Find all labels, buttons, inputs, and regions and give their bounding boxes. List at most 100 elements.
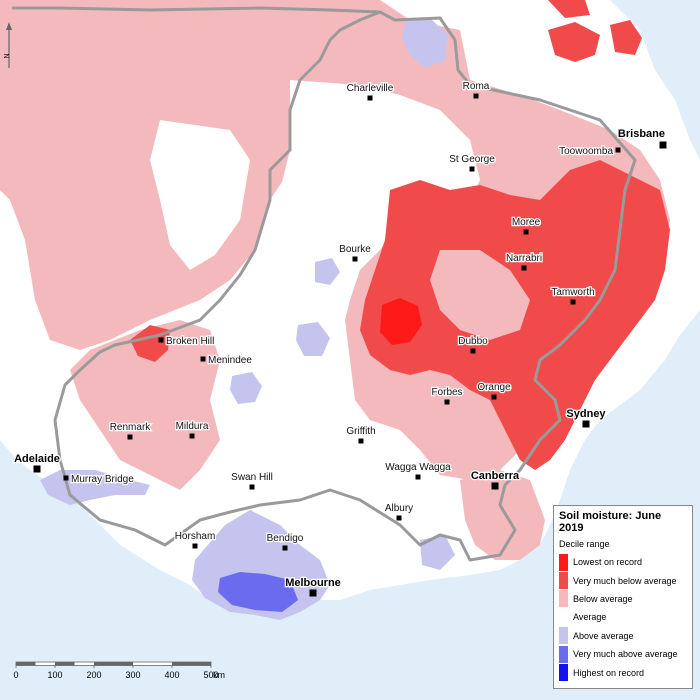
place-markers: Charleville Roma Brisbane Toowoomba St Georg… [13, 80, 667, 597]
legend-item: Average [559, 608, 687, 626]
scale-tick-label: 0 [13, 670, 18, 680]
region-very-much-below-qld-ne [548, 22, 600, 62]
region-below-average-nsw [70, 320, 220, 490]
place-label-dubbo: Dubbo [458, 336, 488, 347]
region-above-average-blob1 [230, 372, 262, 404]
place-label-tamworth: Tamworth [551, 287, 594, 298]
place-marker-adelaide [33, 465, 41, 473]
state-border [12, 6, 637, 562]
place-marker-orange [491, 394, 497, 400]
place-label-brisbane: Brisbane [618, 128, 665, 140]
place-marker-albury [396, 515, 402, 521]
place-marker-griffith [358, 438, 364, 444]
place-label-sydney: Sydney [566, 408, 606, 420]
legend-title: Soil moisture: June 2019 [559, 510, 662, 534]
place-marker-sydney [582, 420, 590, 428]
place-label-roma: Roma [463, 81, 490, 92]
land-peninsula [0, 330, 35, 400]
place-label-narrabri: Narrabri [506, 253, 542, 264]
place-label-bendigo: Bendigo [267, 533, 304, 544]
legend-swatch [559, 590, 568, 608]
place-marker-roma [473, 93, 479, 99]
legend-label: Below average [573, 593, 633, 604]
place-label-forbes: Forbes [431, 387, 462, 398]
legend-item: Lowest on record [559, 553, 687, 571]
place-label-melbourne: Melbourne [285, 577, 341, 589]
place-marker-bendigo [282, 545, 288, 551]
place-marker-tamworth [570, 299, 576, 305]
region-below-average-se [460, 470, 545, 560]
scale-tick-label: 400 [164, 670, 179, 680]
place-label-st-george: St George [449, 154, 495, 165]
place-marker-narrabri [521, 265, 527, 271]
place-label-broken-hill: Broken Hill [166, 336, 214, 347]
legend-swatch [559, 608, 568, 626]
place-marker-wagga-wagga [415, 474, 421, 480]
legend-label: Lowest on record [573, 557, 643, 568]
place-marker-renmark [127, 434, 133, 440]
legend-item: Below average [559, 590, 687, 608]
place-label-mildura: Mildura [176, 421, 209, 432]
legend-label: Above average [573, 630, 634, 641]
place-marker-horsham [192, 543, 198, 549]
place-marker-dubbo [470, 348, 476, 354]
place-marker-bourke [352, 256, 358, 262]
place-marker-swan-hill [249, 484, 255, 490]
region-above-average-blob2 [296, 322, 330, 356]
place-label-orange: Orange [477, 382, 511, 393]
region-above-average-blob4 [420, 535, 455, 570]
place-label-moree: Moree [512, 217, 541, 228]
place-label-canberra: Canberra [471, 470, 520, 482]
scale-tick-label: 200 [86, 670, 101, 680]
place-marker-menindee [200, 356, 206, 362]
legend-label: Average [573, 612, 607, 623]
legend-label: Very much above average [573, 649, 678, 660]
region-very-much-below-qld-e [548, 0, 590, 18]
region-above-average-blob3 [315, 258, 340, 285]
legend-subtitle: Decile range [559, 539, 610, 549]
place-marker-melbourne [309, 589, 317, 597]
legend-label: Highest on record [573, 667, 645, 678]
region-lowest-on-record [380, 298, 422, 345]
legend-item: Very much below average [559, 571, 687, 590]
place-marker-moree [523, 229, 529, 235]
place-label-bourke: Bourke [339, 244, 371, 255]
legend-item: Very much above average [559, 645, 687, 663]
place-label-adelaide: Adelaide [14, 453, 60, 465]
legend-swatch [559, 572, 568, 590]
place-label-toowoomba: Toowoomba [559, 146, 613, 157]
scale-tick-label: 300 [125, 670, 140, 680]
place-marker-mildura [189, 433, 195, 439]
north-arrow-icon: N [4, 22, 12, 68]
place-marker-brisbane [659, 141, 667, 149]
legend-swatch [559, 664, 568, 682]
place-marker-st-george [469, 166, 475, 172]
legend-item: Above average [559, 627, 687, 645]
region-average-west [150, 120, 250, 270]
legend-swatch [559, 645, 568, 663]
legend-swatch [559, 553, 568, 571]
place-label-albury: Albury [385, 503, 413, 514]
region-very-much-below-qld-ne2 [610, 20, 642, 55]
place-marker-toowoomba [615, 147, 621, 153]
place-label-griffith: Griffith [346, 426, 375, 437]
scale-unit-label: km [213, 670, 225, 680]
place-marker-forbes [444, 399, 450, 405]
legend: Soil moisture: June 2019 Decile range Lo… [553, 505, 693, 689]
place-label-charleville: Charleville [347, 83, 394, 94]
place-marker-canberra [491, 482, 499, 490]
legend-label: Very much below average [573, 575, 677, 586]
region-below-average-pocket [430, 250, 530, 340]
scale-tick-label: 500 [203, 670, 218, 680]
region-above-average-north [402, 18, 448, 68]
place-label-menindee: Menindee [208, 355, 252, 366]
place-label-renmark: Renmark [110, 422, 152, 433]
place-marker-charleville [367, 95, 373, 101]
scale-tick-label: 100 [47, 670, 62, 680]
place-label-swan-hill: Swan Hill [231, 472, 273, 483]
place-label-wagga-wagga: Wagga Wagga [385, 462, 451, 473]
place-label-horsham: Horsham [175, 531, 216, 542]
